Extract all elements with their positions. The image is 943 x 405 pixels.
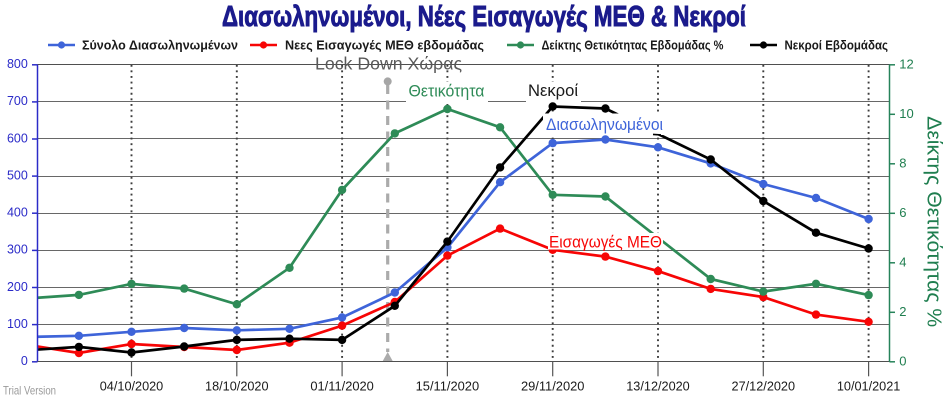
svg-text:Νεκροί Εβδομάδας: Νεκροί Εβδομάδας	[785, 39, 889, 53]
svg-text:Νεκροί: Νεκροί	[528, 82, 578, 100]
svg-text:27/12/2020: 27/12/2020	[732, 379, 796, 394]
svg-text:29/11/2020: 29/11/2020	[521, 379, 585, 394]
svg-text:Δείκτης Θετικότητας Εβδομάδας: Δείκτης Θετικότητας Εβδομάδας %	[542, 39, 724, 53]
svg-text:Νεες Εισαγωγές ΜΕΘ εβδομάδας: Νεες Εισαγωγές ΜΕΘ εβδομάδας	[285, 39, 484, 53]
svg-text:200: 200	[7, 280, 28, 294]
svg-text:10/01/2021: 10/01/2021	[837, 379, 901, 394]
svg-text:2: 2	[899, 304, 906, 319]
svg-text:10: 10	[899, 106, 913, 121]
svg-text:6: 6	[899, 205, 906, 220]
svg-text:0: 0	[21, 354, 28, 368]
svg-text:8: 8	[899, 155, 906, 170]
svg-text:01/11/2020: 01/11/2020	[310, 379, 374, 394]
svg-text:04/10/2020: 04/10/2020	[100, 379, 164, 394]
svg-text:500: 500	[7, 168, 28, 182]
svg-text:Διασωληνωμένοι: Διασωληνωμένοι	[546, 116, 663, 134]
svg-text:Διασωληνωμένοι, Νέες Εισαγωγές: Διασωληνωμένοι, Νέες Εισαγωγές ΜΕΘ & Νεκ…	[222, 1, 746, 33]
svg-text:0: 0	[899, 353, 906, 368]
svg-text:600: 600	[7, 131, 28, 145]
svg-text:300: 300	[7, 243, 28, 257]
svg-text:Lock Down Χώρας: Lock Down Χώρας	[315, 53, 462, 73]
svg-text:Δείκτης Θετικότητας %: Δείκτης Θετικότητας %	[923, 116, 943, 327]
svg-text:400: 400	[7, 206, 28, 220]
svg-text:18/10/2020: 18/10/2020	[205, 379, 269, 394]
svg-text:4: 4	[899, 254, 906, 269]
svg-text:15/11/2020: 15/11/2020	[416, 379, 480, 394]
svg-text:13/12/2020: 13/12/2020	[626, 379, 690, 394]
svg-text:Θετικότητα: Θετικότητα	[409, 83, 485, 101]
svg-text:Trial Version: Trial Version	[3, 383, 56, 397]
svg-text:700: 700	[7, 94, 28, 108]
svg-text:800: 800	[7, 57, 28, 71]
svg-text:100: 100	[7, 317, 28, 331]
svg-text:12: 12	[899, 56, 913, 71]
svg-text:Εισαγωγές ΜΕΘ: Εισαγωγές ΜΕΘ	[549, 234, 662, 252]
svg-text:Σύνολο Διασωληνωμένων: Σύνολο Διασωληνωμένων	[82, 39, 238, 53]
